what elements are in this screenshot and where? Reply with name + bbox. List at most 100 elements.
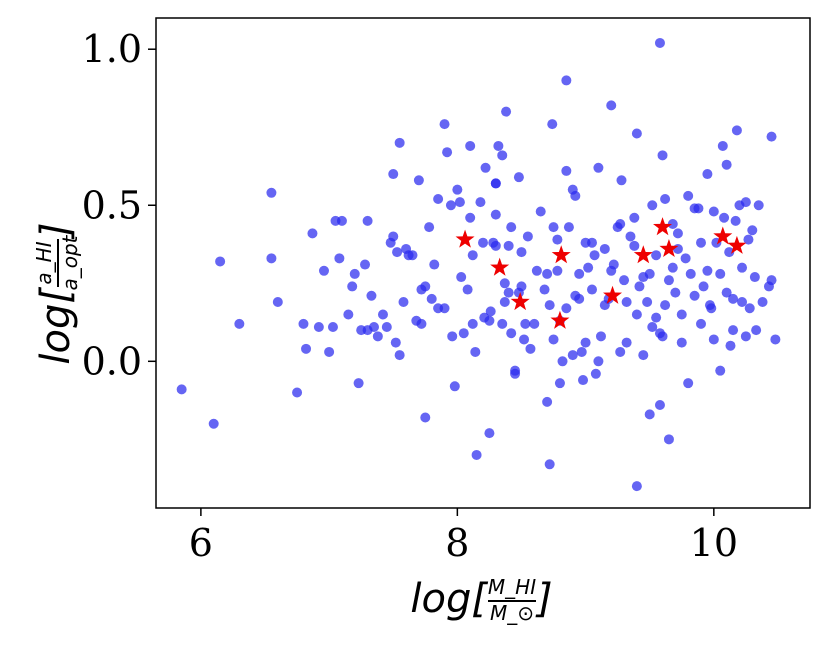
scatter-point [416,318,427,329]
scatter-point [542,396,553,407]
scatter-point [318,265,329,276]
scatter-point [724,247,735,258]
scatter-point [667,218,678,229]
scatter-point [503,287,514,298]
scatter-point [567,350,578,361]
scatter-point [439,303,450,314]
star-point [633,245,653,264]
scatter-point [737,262,748,273]
scatter-point [706,303,717,314]
scatter-point [353,378,364,389]
scatter-point [445,200,456,211]
scatter-point [266,253,277,264]
scatter-point [587,237,597,248]
scatter-point [471,449,482,460]
star-point [713,226,733,245]
y-axis-label-prefix: log[ [33,287,79,365]
scatter-point [616,175,627,186]
scatter-point [519,334,530,345]
scatter-point [390,337,401,348]
scatter-point [470,346,481,357]
scatter-point [347,281,358,292]
scatter-point [654,328,665,339]
ticks-layer: 6 8 10 0.0 0.5 1.0 [82,27,738,565]
scatter-point [740,331,751,342]
star-point [653,217,673,236]
scatter-point [313,321,324,332]
scatter-point [719,212,730,223]
scatter-point [480,162,491,173]
scatter-point [334,253,345,264]
scatter-point [770,334,781,345]
star-point [490,257,510,276]
scatter-point [654,37,665,48]
scatter-point [552,234,563,245]
scatter-point [490,240,501,251]
scatter-point [702,265,713,276]
scatter-point [456,272,467,283]
scatter-point [731,125,742,136]
scatter-point [458,328,469,339]
scatter-point [654,400,665,411]
scatter-point [215,256,226,267]
scatter-point [631,128,642,139]
x-tick-label: 6 [189,521,213,565]
scatter-point [595,331,606,342]
scatter-point [578,375,589,386]
scatter-point [751,325,762,336]
scatter-point [642,297,653,308]
scatter-point [561,303,572,314]
scatter-point [608,259,619,270]
scatter-point [531,265,542,276]
scatter-point [740,197,751,208]
scatter-point [301,343,312,354]
scatter-point [663,434,674,445]
scatter-point [589,250,600,261]
y-tick-label: 0.5 [82,183,142,227]
scatter-point [615,218,626,229]
scatter-point [574,293,585,304]
scatter-point [552,265,563,276]
scatter-point [717,140,728,151]
y-tick-label: 0.0 [82,339,142,383]
scatter-point [728,293,739,304]
scatter-point [730,215,741,226]
scatter-point [580,337,591,348]
scatter-point [680,253,691,264]
star-point [510,292,530,311]
scatter-point [615,346,626,357]
scatter-point [634,281,645,292]
scatter-point [366,290,377,301]
scatter-point [757,297,768,308]
star-point [603,285,623,304]
scatter-point [484,315,495,326]
scatter-point [696,318,706,329]
star-point [550,310,570,329]
scatter-point [506,222,517,233]
scatter-point [484,428,495,439]
scatter-point [539,284,550,295]
scatter-point [606,100,617,111]
scatter-point [208,418,219,429]
scatter-point [544,300,555,311]
scatter-point [433,194,444,205]
scatter-point [360,259,371,270]
y-tick-label: 1.0 [82,27,142,71]
scatter-point [465,140,476,151]
scatter-point [392,247,403,258]
scatter-point [298,318,309,329]
y-axis-label: log[ a_HI a_opt ] [32,222,82,364]
scatter-point [513,287,524,298]
scatter-point [349,268,360,279]
x-axis-label-numerator: M_HI [488,575,536,599]
scatter-point [766,131,777,142]
scatter-point [672,243,683,254]
scatter-point [447,331,458,342]
scatter-point [398,297,409,308]
scatter-point [574,268,585,279]
y-axis-label-numerator: a_HI [32,241,56,284]
scatter-point [743,234,754,245]
scatter-point [501,106,512,117]
y-axis-label-suffix: ] [33,222,79,240]
